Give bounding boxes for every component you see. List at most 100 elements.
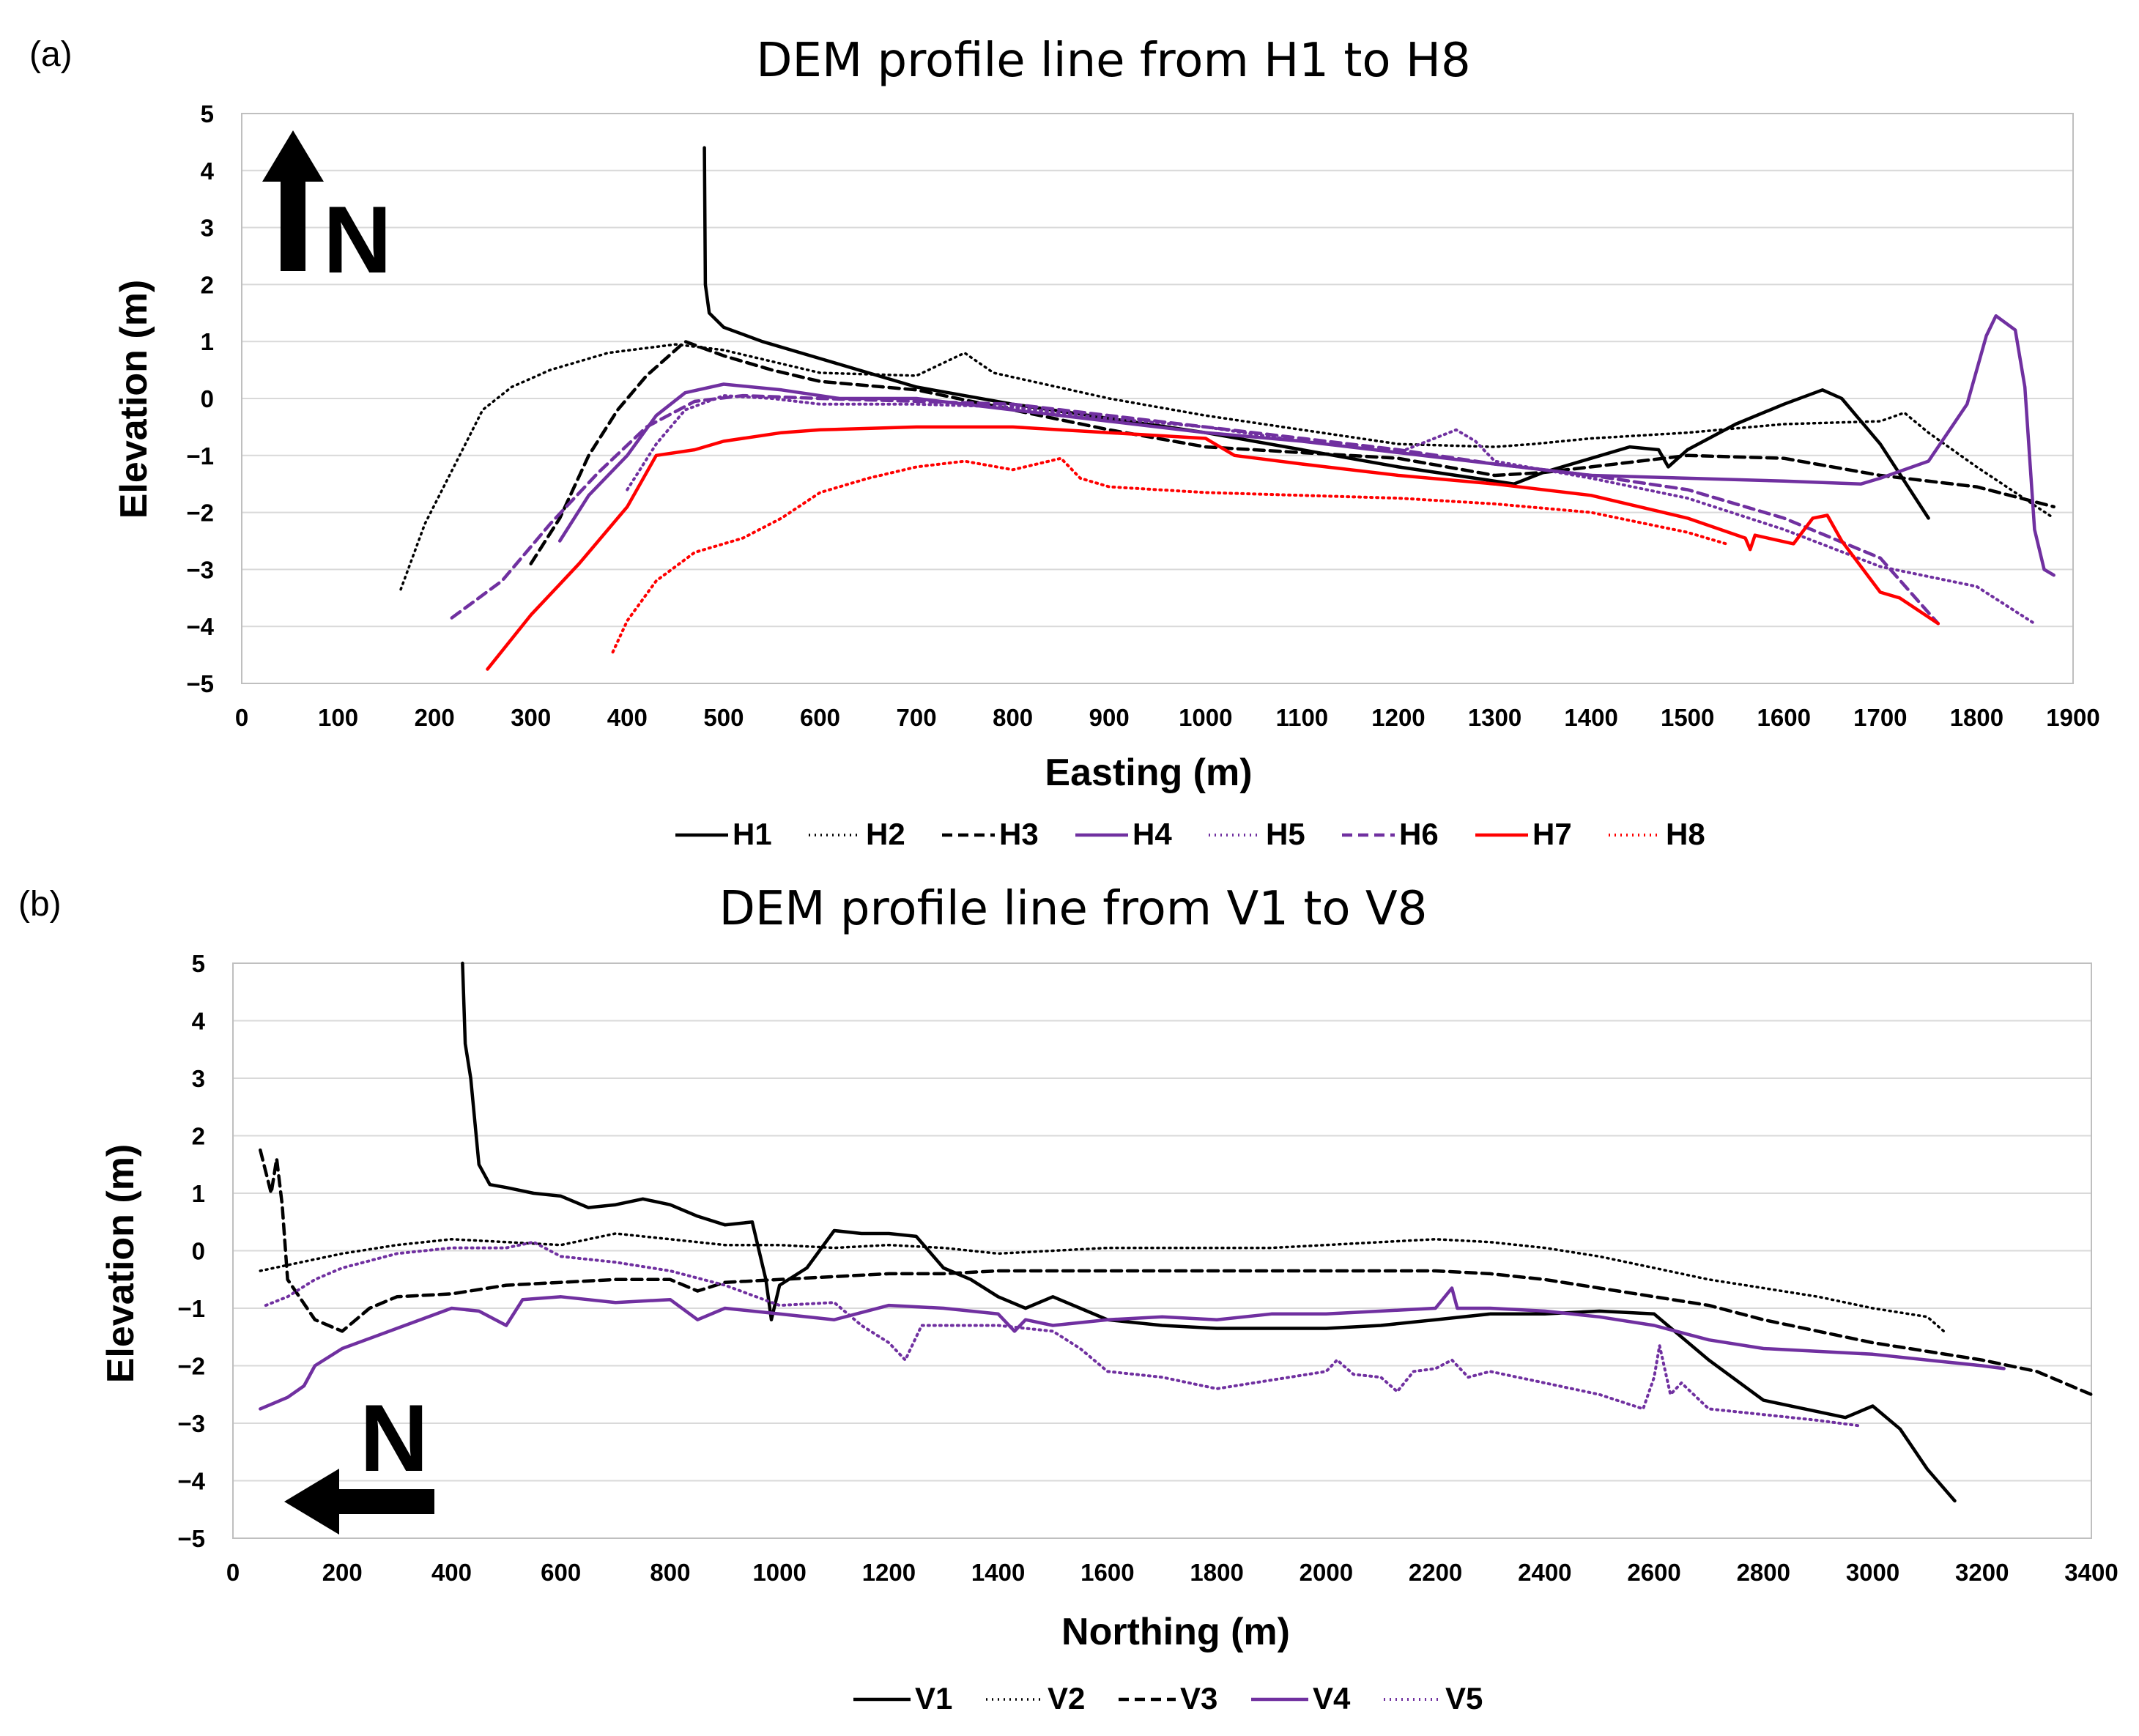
legend-label-h4: H4	[1132, 817, 1172, 851]
y-tick-label: −3	[186, 556, 214, 583]
x-tick-label: 1500	[1661, 704, 1714, 731]
y-tick-label: −5	[177, 1525, 205, 1552]
y-ticks-b: −5 −4 −3 −2 −1 0 1 2 3 4 5	[177, 950, 205, 1552]
y-tick-label: 0	[201, 385, 214, 412]
x-tick-label: 1100	[1276, 704, 1329, 731]
y-tick-label: 3	[201, 215, 214, 242]
panel-a-chart: (a) DEM profile line from H1 to H8 −5 −4 −…	[29, 34, 2100, 851]
series-line-h2	[399, 343, 2055, 591]
y-tick-label: 0	[192, 1238, 205, 1265]
legend-label-h3: H3	[999, 817, 1039, 851]
x-tick-label: 200	[322, 1559, 363, 1586]
legend-label-v1: V1	[915, 1681, 952, 1715]
x-tick-label: 600	[541, 1559, 581, 1586]
y-tick-label: 1	[201, 328, 214, 355]
x-tick-label: 400	[607, 704, 648, 731]
x-tick-label: 2200	[1409, 1559, 1462, 1586]
chart-title-b: DEM profile line from V1 to V8	[719, 882, 1428, 936]
legend-label-h2: H2	[866, 817, 905, 851]
y-tick-label: 5	[201, 100, 214, 127]
legend-label-h6: H6	[1399, 817, 1439, 851]
x-tick-label: 2000	[1300, 1559, 1353, 1586]
series-line-v1	[461, 961, 1957, 1503]
north-label-a: N	[323, 186, 392, 293]
chart-title-a: DEM profile line from H1 to H8	[756, 34, 1471, 88]
y-tick-label: −1	[186, 442, 214, 470]
x-tick-label: 1200	[1371, 704, 1425, 731]
gridlines-b	[233, 962, 2091, 1539]
x-tick-label: 1800	[1190, 1559, 1243, 1586]
x-tick-label: 300	[511, 704, 551, 731]
series-group-b	[259, 961, 2094, 1503]
x-tick-label: 3200	[1955, 1559, 2009, 1586]
x-tick-label: 1300	[1468, 704, 1521, 731]
x-tick-label: 700	[897, 704, 937, 731]
legend-label-h1: H1	[733, 817, 772, 851]
y-tick-label: 3	[192, 1065, 205, 1092]
panel-label-b: (b)	[18, 885, 62, 924]
x-tick-label: 1900	[2046, 704, 2099, 731]
x-tick-label: 1600	[1080, 1559, 1134, 1586]
series-line-v3	[259, 1148, 2094, 1397]
series-line-h5	[626, 394, 2036, 626]
y-axis-label-b: Elevation (m)	[100, 1144, 142, 1384]
legend-label-v5: V5	[1445, 1681, 1483, 1715]
series-line-h8	[611, 456, 1728, 654]
series-line-h1	[703, 146, 1930, 520]
x-tick-label: 3000	[1846, 1559, 1899, 1586]
y-tick-label: 4	[192, 1008, 206, 1035]
legend-label-v3: V3	[1180, 1681, 1217, 1715]
x-tick-label: 0	[226, 1559, 240, 1586]
y-tick-label: −2	[177, 1353, 205, 1380]
north-label-b: N	[360, 1384, 429, 1491]
legend-label-h7: H7	[1532, 817, 1572, 851]
x-tick-label: 2600	[1627, 1559, 1680, 1586]
x-tick-label: 1400	[1564, 704, 1617, 731]
plot-area-b	[232, 962, 2092, 1539]
x-tick-label: 800	[993, 704, 1033, 731]
x-tick-label: 1000	[1179, 704, 1232, 731]
north-arrow-left-icon: N	[284, 1384, 434, 1535]
series-line-h7	[486, 425, 1940, 671]
series-line-v5	[264, 1240, 1864, 1428]
x-ticks-b: 0 200 400 600 800 1000 1200 1400 1600 1800 2000 220…	[226, 1559, 2118, 1586]
x-tick-label: 800	[650, 1559, 690, 1586]
panel-label-a: (a)	[29, 35, 73, 74]
y-axis-label-a: Elevation (m)	[113, 280, 155, 519]
x-tick-label: 1200	[862, 1559, 916, 1586]
y-tick-label: 2	[192, 1123, 205, 1150]
y-tick-label: −5	[186, 670, 214, 697]
plot-area-a	[241, 113, 2074, 684]
y-tick-label: −1	[177, 1295, 205, 1322]
y-tick-label: −2	[186, 500, 214, 527]
x-tick-label: 500	[703, 704, 744, 731]
x-axis-label-a: Easting (m)	[1045, 752, 1252, 794]
legend-label-v2: V2	[1048, 1681, 1085, 1715]
x-tick-label: 2800	[1737, 1559, 1790, 1586]
x-tick-label: 1700	[1853, 704, 1907, 731]
x-tick-label: 1000	[752, 1559, 806, 1586]
y-tick-label: −4	[186, 613, 214, 640]
x-tick-label: 900	[1089, 704, 1130, 731]
x-tick-label: 0	[235, 704, 248, 731]
x-tick-label: 3400	[2064, 1559, 2118, 1586]
x-tick-label: 1800	[1950, 704, 2003, 731]
y-tick-label: 1	[192, 1180, 205, 1207]
x-tick-label: 100	[318, 704, 358, 731]
north-arrow-up-icon: N	[262, 130, 392, 293]
legend-label-h5: H5	[1266, 817, 1305, 851]
x-tick-label: 200	[415, 704, 455, 731]
x-tick-label: 2400	[1518, 1559, 1571, 1586]
series-group-a	[399, 146, 2055, 671]
y-tick-label: −3	[177, 1410, 205, 1437]
x-tick-label: 1600	[1757, 704, 1811, 731]
series-line-v4	[259, 1286, 2006, 1411]
y-tick-label: 4	[201, 157, 215, 185]
y-tick-label: −4	[177, 1468, 205, 1495]
x-tick-label: 600	[800, 704, 840, 731]
panel-b-chart: (b) DEM profile line from V1 to V8 −5−4−…	[18, 882, 2118, 1715]
legend-label-v4: V4	[1313, 1681, 1351, 1715]
y-tick-label: 5	[192, 950, 205, 977]
x-tick-label: 400	[431, 1559, 472, 1586]
